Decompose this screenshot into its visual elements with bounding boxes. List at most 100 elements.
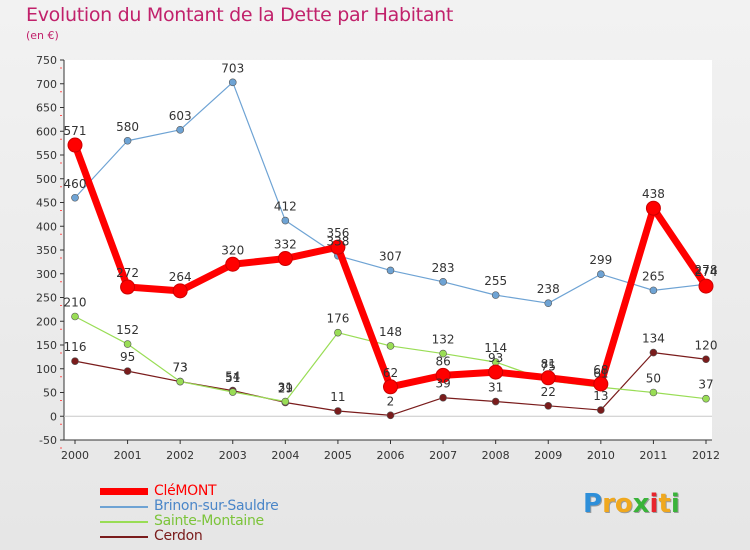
data-label: 68 (593, 363, 608, 377)
data-label: 29 (278, 381, 293, 395)
series-point-3 (123, 367, 132, 375)
data-label: 272 (116, 266, 139, 280)
series-point-1 (176, 126, 184, 134)
y-tick-label: 150 (36, 339, 57, 352)
data-label: 460 (64, 177, 87, 191)
data-label: 412 (274, 200, 297, 214)
data-label: 703 (221, 61, 244, 75)
legend-label: Cerdon (154, 528, 203, 544)
series-point-1 (71, 193, 79, 202)
y-tick-label: 250 (36, 292, 57, 305)
data-label: 31 (488, 381, 503, 395)
data-label: 274 (695, 265, 718, 279)
y-tick-label: 200 (36, 315, 57, 328)
series-point-0 (540, 370, 556, 386)
data-label: 278 (695, 263, 718, 277)
data-label: 75 (541, 360, 556, 374)
data-label: 114 (484, 341, 507, 355)
data-label: 73 (173, 361, 188, 375)
x-tick-label: 2009 (534, 449, 562, 462)
legend-item: Sainte-Montaine (100, 514, 278, 529)
y-tick-label: 600 (36, 125, 57, 138)
data-label: 31 (278, 381, 293, 395)
data-label: 255 (484, 274, 507, 288)
data-label: 283 (432, 261, 455, 275)
x-tick-label: 2011 (639, 449, 667, 462)
series-point-1 (228, 78, 237, 87)
data-label: 134 (642, 332, 665, 346)
legend-swatch (100, 520, 148, 523)
data-label: 51 (225, 371, 240, 385)
y-tick-label: 100 (36, 363, 57, 376)
series-point-0 (277, 251, 293, 267)
series-point-0 (67, 137, 83, 153)
series-point-0 (593, 376, 609, 392)
series-point-3 (334, 407, 342, 415)
legend-swatch (100, 535, 148, 538)
x-tick-label: 2008 (482, 449, 510, 462)
data-label: 62 (383, 366, 398, 380)
y-tick-label: 500 (36, 173, 57, 186)
data-label: 54 (225, 370, 240, 384)
x-tick-label: 2000 (61, 449, 89, 462)
legend-label: Sainte-Montaine (154, 513, 264, 529)
logo-letter: i (649, 489, 659, 519)
data-label: 120 (695, 338, 718, 352)
x-tick-label: 2007 (429, 449, 457, 462)
series-point-1 (439, 278, 447, 286)
series-point-0 (120, 279, 136, 295)
series-point-3 (386, 411, 395, 420)
x-tick-label: 2003 (219, 449, 247, 462)
data-label: 116 (64, 340, 87, 354)
series-point-1 (649, 286, 658, 295)
y-tick-label: 400 (36, 220, 57, 233)
y-tick-label: 700 (36, 78, 57, 91)
legend-label: CléMONT (154, 483, 217, 499)
x-tick-label: 2010 (587, 449, 615, 462)
data-label: 86 (435, 354, 450, 368)
data-label: 238 (537, 282, 560, 296)
data-label: 37 (698, 378, 713, 392)
legend-swatch (100, 505, 148, 508)
logo-letter: o (614, 489, 633, 519)
data-label: 13 (593, 389, 608, 403)
series-point-0 (488, 364, 504, 380)
data-label: 152 (116, 323, 139, 337)
series-point-2 (334, 328, 342, 337)
data-label: 176 (326, 312, 349, 326)
series-point-1 (123, 136, 132, 145)
logo-letter: x (632, 489, 650, 519)
y-tick-label: 350 (36, 244, 57, 257)
series-point-2 (176, 377, 184, 386)
series-point-0 (172, 283, 188, 299)
data-label: 356 (326, 226, 349, 240)
logo-letter: t (658, 489, 671, 519)
x-tick-label: 2004 (271, 449, 299, 462)
series-point-1 (597, 270, 605, 279)
chart-title: Evolution du Montant de la Dette par Hab… (26, 4, 454, 26)
y-tick-label: 750 (36, 54, 57, 67)
series-point-2 (71, 312, 79, 321)
legend-item: Brinon-sur-Sauldre (100, 498, 279, 514)
data-label: 320 (221, 243, 244, 257)
data-label: 265 (642, 269, 665, 283)
data-label: 22 (541, 385, 556, 399)
series-point-2 (123, 340, 132, 348)
data-label: 299 (589, 253, 612, 267)
data-label: 264 (169, 270, 192, 284)
x-tick-label: 2005 (324, 449, 352, 462)
legend-item: CléMONT (100, 484, 278, 499)
legend-label: Brinon-sur-Sauldre (154, 498, 279, 514)
logo-letter: r (602, 489, 615, 519)
data-label: 132 (432, 333, 455, 347)
y-tick-label: 650 (36, 102, 57, 115)
x-tick-label: 2012 (692, 449, 720, 462)
data-label: 61 (593, 366, 608, 380)
y-tick-label: 550 (36, 149, 57, 162)
legend-item: Cerdon (100, 529, 278, 544)
data-label: 332 (274, 238, 297, 252)
proxiti-logo: Proxiti (583, 489, 680, 519)
data-label: 307 (379, 249, 402, 263)
